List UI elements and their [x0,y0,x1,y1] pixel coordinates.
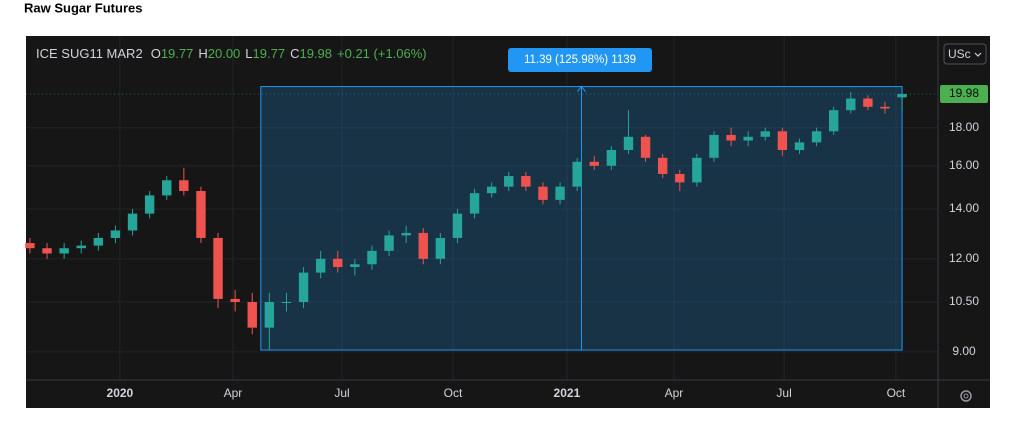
last-price-label: 19.98 [949,86,979,100]
candle-body [880,106,890,109]
candle-body [555,186,565,200]
candles [25,92,907,351]
x-tick-label: Oct [887,386,906,400]
candle-body [367,250,377,265]
x-tick-label: Apr [224,386,243,400]
ohlc-key: H [198,46,207,61]
candle-body [93,237,104,246]
candle-body [538,186,548,200]
candle-body [794,142,805,151]
ohlc-key: C [290,46,299,61]
candle-body [846,98,856,111]
candle-body [709,134,719,158]
candle-body [435,237,446,259]
candle-body [863,98,873,107]
x-tick-label: Apr [665,386,684,400]
candle-body [657,157,668,174]
candle-body [401,232,411,236]
y-tick-label: 14.00 [949,201,979,215]
candle-body [418,232,428,259]
last-price-badge [940,84,988,103]
candle-body [315,258,326,273]
candle-body [384,235,394,251]
x-tick-label: Oct [444,386,463,400]
candle-body [521,176,531,187]
x-tick-label: Jul [334,386,349,400]
legend-header: ICE SUG11 MAR2 O19.77 H20.00 L19.77 C19.98 +0… [36,46,427,61]
candle-body [264,302,275,328]
symbol: ICE SUG11 MAR2 [36,46,143,61]
grid [26,36,938,380]
candle-body [281,302,292,304]
ohlc-value: 19.77 [253,46,286,61]
y-tick-label: 10.50 [949,294,979,308]
candle-body [162,180,172,196]
ohlc-key: O [151,46,161,61]
candle-body [897,93,907,98]
gear[interactable] [960,390,972,402]
candle-body [452,213,463,238]
candle-body [298,272,309,303]
y-tick-label: 9.00 [952,344,976,358]
candle-body [504,176,514,187]
axes: 9.00 10.50 12.00 14.00 16.00 18.00 2020 Apr Jul O… [26,84,988,400]
y-tick-label: 12.00 [949,251,979,265]
candle-body [811,131,822,143]
chart-panel [26,36,990,408]
chart-title: Raw Sugar Futures [24,0,142,15]
measure-tooltip [508,48,652,72]
ohlc-value: 19.98 [299,46,332,61]
candle-body [469,193,480,214]
currency-label[interactable]: USc [948,47,971,61]
candle-body [25,243,35,249]
candle-body [350,264,360,268]
change: +0.21 (+1.06%) [337,46,427,61]
ohlc-value: 19.77 [161,46,194,61]
x-tick-label: Jul [776,386,791,400]
candle-body [777,131,788,151]
candle-body [640,136,651,158]
dropdown-chevron[interactable] [974,52,982,57]
candle-body [623,136,634,151]
candle-body [230,298,240,303]
candle-body [692,157,702,183]
currency-button[interactable] [943,43,987,65]
candle-body [486,186,497,194]
candle-body [179,180,189,191]
x-tick-label: 2021 [554,386,581,400]
candle-body [572,161,582,187]
measure-label: 11.39 (125.98%) 1139 [524,54,636,66]
candle-body [333,258,343,268]
x-tick-label: 2020 [107,386,134,400]
measure [260,85,903,351]
candle-body [127,213,138,231]
candle-body [726,134,736,141]
ohlc-key: L [245,46,252,61]
y-tick-label: 18.00 [949,120,979,134]
candle-body [110,230,121,238]
candle-body [675,173,685,183]
measure-arrow-head [577,85,586,92]
gear-center[interactable] [963,393,969,399]
candle-body [589,161,599,166]
candle-body [247,302,257,328]
candle-body [760,131,770,137]
candle-body [59,248,69,254]
candle-body [743,136,753,141]
settings-icon[interactable] [960,390,972,402]
candle-body [196,190,206,238]
candle-body [76,245,86,249]
candle-body [42,248,52,254]
ohlc-value: 20.00 [208,46,241,61]
candle-body [213,237,223,299]
candle-body [144,195,155,214]
candle-body [828,110,839,132]
y-tick-label: 16.00 [949,158,979,172]
candle-body [606,150,617,166]
